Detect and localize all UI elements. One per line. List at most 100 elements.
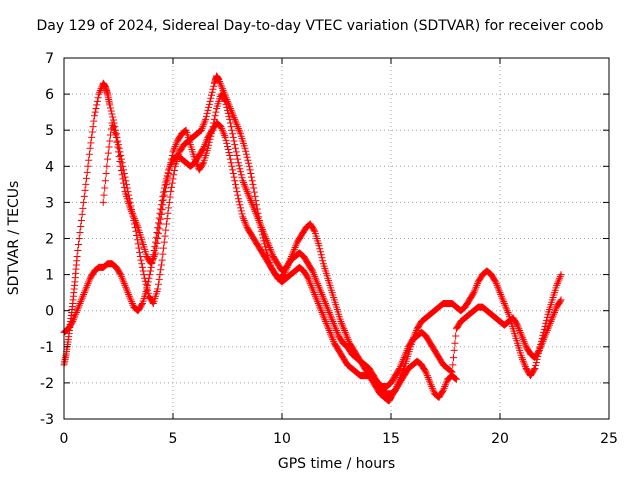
data-point [554,278,562,286]
data-point [238,174,246,182]
data-point [149,298,157,306]
data-point [237,204,245,212]
y-tick-label: 7 [45,51,54,67]
data-point [224,142,231,150]
data-point [77,296,85,304]
data-point [202,137,210,145]
data-point [513,321,521,329]
data-point [423,370,431,378]
data-point [328,316,336,324]
data-point [494,283,502,291]
data-point [264,240,272,248]
data-point [343,334,351,342]
data-point [115,148,122,156]
data-point [106,101,114,109]
data-point [118,171,126,179]
data-point [441,383,449,391]
data-point [161,188,169,196]
data-point [227,123,235,131]
data-point [76,299,84,307]
data-point [202,115,210,123]
data-point [241,218,249,226]
data-point [556,297,564,305]
data-point [253,211,261,219]
data-point [164,209,172,217]
data-point [320,296,328,304]
data-point [256,220,264,228]
data-point [425,375,433,383]
data-point [543,313,551,321]
data-point [532,361,540,369]
data-point [399,357,407,365]
data-point [469,290,477,298]
data-point [227,159,235,167]
data-point [75,235,83,242]
data-point [155,214,163,222]
data-point [235,198,243,206]
data-point [242,150,250,158]
data-point [78,210,86,218]
data-point [79,204,87,212]
data-point [226,103,234,111]
data-point [208,88,216,96]
data-point [158,197,166,205]
data-point [521,363,529,371]
data-point [158,206,166,214]
data-point [540,334,548,342]
data-point [258,224,266,232]
data-point [341,328,349,336]
data-point [497,290,505,298]
data-point [170,167,178,175]
data-point [532,358,540,366]
data-point [226,119,234,127]
data-point [314,281,322,289]
data-point [265,242,273,250]
data-point [330,337,338,345]
data-point [240,180,248,188]
data-point [147,260,155,268]
data-point [77,222,85,230]
data-point [122,285,130,293]
data-point [130,215,138,223]
data-point [322,318,330,326]
data-point [118,274,126,282]
data-point [503,307,511,315]
data-point [77,298,85,306]
data-point [117,167,125,175]
data-point [151,251,159,259]
data-point [329,336,337,344]
data-point [108,110,116,118]
data-point [242,220,250,228]
data-point [128,207,136,215]
data-point [80,290,88,298]
data-point [154,219,162,227]
data-point [226,151,234,159]
data-point [259,227,267,235]
data-point [218,124,226,132]
data-point [220,130,228,138]
data-point [68,319,76,327]
data-point [85,156,93,164]
data-point [165,204,173,212]
data-point [243,188,251,196]
data-point [166,162,174,170]
data-point [513,320,521,328]
data-point [157,261,165,269]
data-point [241,182,249,190]
data-point [327,330,335,338]
data-point [317,251,325,259]
data-point [541,332,549,340]
data-point [83,281,91,289]
data-point [209,123,217,131]
data-point [317,287,325,295]
x-axis-label: GPS time / hours [277,456,396,472]
data-point [450,346,458,354]
data-point [230,137,238,145]
data-point [117,162,125,170]
data-point [261,233,269,241]
x-tick-label: 10 [273,431,291,447]
data-point [204,106,212,114]
data-point [399,355,407,363]
data-point [255,218,263,226]
data-point [311,272,319,280]
